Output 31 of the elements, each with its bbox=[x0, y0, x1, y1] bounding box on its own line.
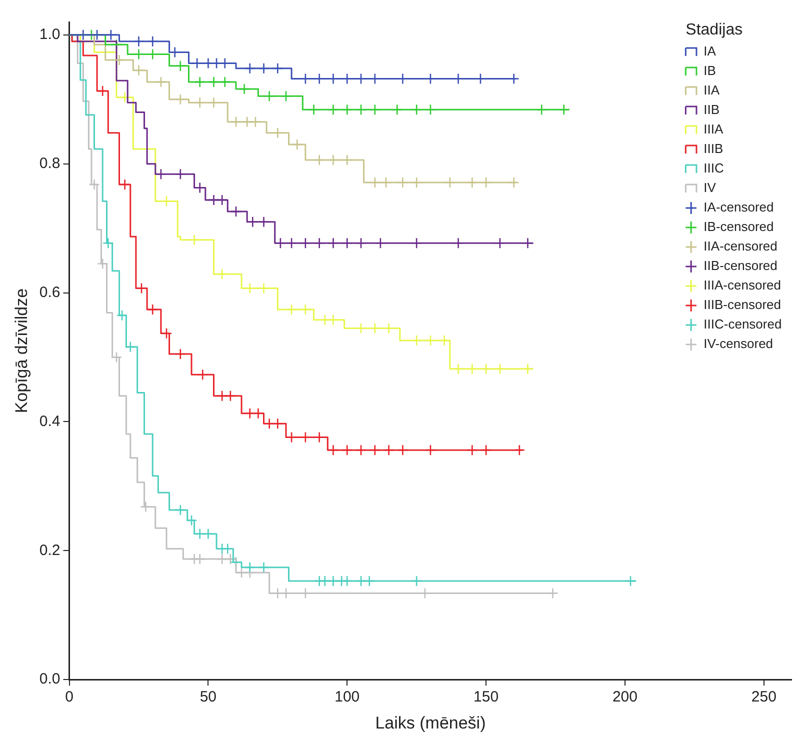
legend-label: IIIA bbox=[704, 122, 724, 137]
y-tick-label: 1.0 bbox=[39, 26, 60, 44]
legend-label: IV bbox=[704, 180, 716, 196]
legend-label: IB-censored bbox=[704, 219, 774, 234]
y-tick-label: 0.4 bbox=[39, 412, 60, 430]
x-tick-label: 150 bbox=[474, 688, 499, 706]
x-tick-label: 0 bbox=[65, 688, 74, 706]
y-tick-label: 0.0 bbox=[39, 670, 60, 688]
legend-label: IIIA-censored bbox=[704, 278, 781, 293]
legend-label: IIB-censored bbox=[704, 258, 778, 274]
legend-label: IB bbox=[704, 63, 716, 78]
x-tick-label: 250 bbox=[751, 688, 776, 706]
x-tick-label: 100 bbox=[334, 688, 360, 706]
y-tick-label: 0.2 bbox=[39, 542, 60, 559]
legend-label: IV-censored bbox=[704, 336, 774, 352]
legend-label: IIIC-censored bbox=[704, 316, 782, 332]
x-tick-label: 50 bbox=[200, 688, 217, 706]
legend-label: IA bbox=[704, 44, 716, 59]
x-tick-label: 200 bbox=[612, 688, 638, 706]
legend-label: IIA-censored bbox=[704, 238, 778, 254]
legend-label: IIIB bbox=[704, 141, 724, 156]
y-tick-label: 0.6 bbox=[39, 284, 60, 301]
legend-label: IA-censored bbox=[704, 200, 774, 215]
legend-label: IIA bbox=[704, 82, 720, 98]
y-axis-title: Kopīgā dzīvildze bbox=[12, 288, 31, 414]
legend-title: Stadijas bbox=[686, 21, 743, 38]
x-axis-title: Laiks (mēneši) bbox=[375, 713, 486, 732]
legend-label: IIIB-censored bbox=[704, 297, 781, 312]
legend-label: IIIC bbox=[704, 160, 724, 176]
y-tick-label: 0.8 bbox=[39, 154, 60, 172]
legend-label: IIB bbox=[704, 102, 720, 118]
